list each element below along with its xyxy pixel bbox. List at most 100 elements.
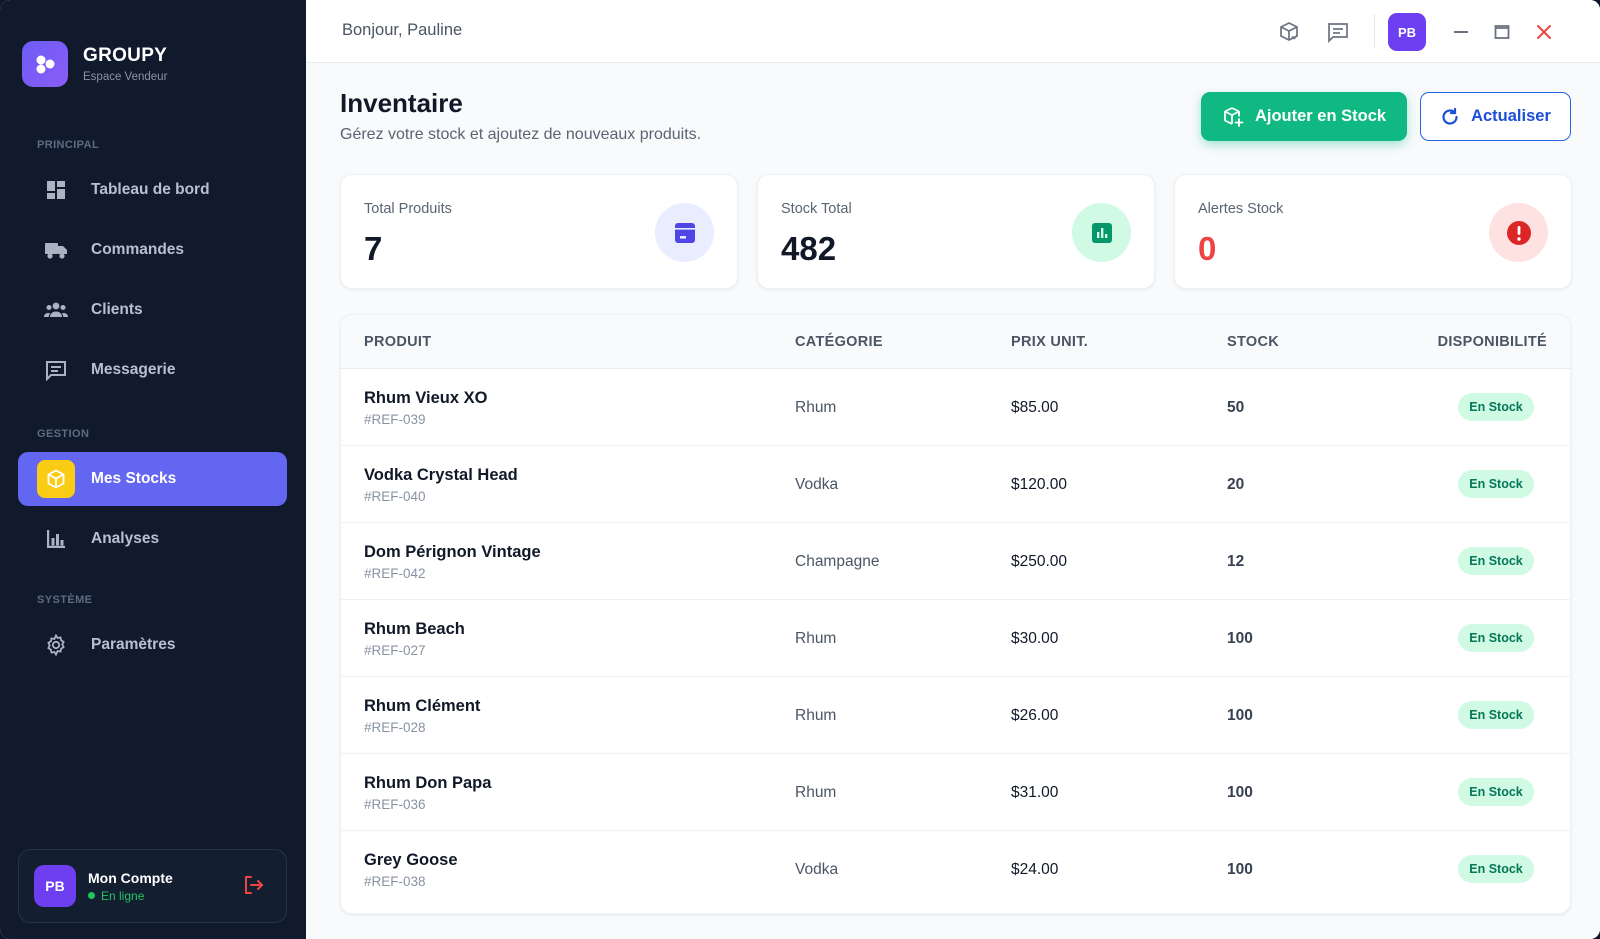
table-row[interactable]: Rhum Clément #REF-028 Rhum $26.00 100 En… [341, 677, 1570, 754]
sidebar-item-orders[interactable]: Commandes [18, 223, 287, 277]
column-header-stock[interactable]: STOCK [1227, 334, 1279, 350]
refresh-button[interactable]: Actualiser [1420, 92, 1571, 141]
logout-icon[interactable] [242, 874, 266, 898]
column-header-price[interactable]: PRIX UNIT. [1011, 334, 1089, 350]
column-header-availability[interactable]: DISPONIBILITÉ [1437, 334, 1547, 350]
dashboard-icon [37, 171, 75, 209]
table-row[interactable]: Rhum Vieux XO #REF-039 Rhum $85.00 50 En… [341, 369, 1570, 446]
status-badge: En Stock [1458, 470, 1534, 498]
stat-label: Alertes Stock [1198, 201, 1284, 217]
maximize-icon[interactable] [1489, 19, 1515, 45]
topbar-divider [1374, 14, 1375, 48]
product-price: $250.00 [1011, 553, 1068, 570]
alert-icon [1489, 203, 1548, 262]
product-stock: 100 [1227, 630, 1253, 647]
brand: GROUPY Espace Vendeur [22, 41, 167, 87]
stat-card-total-products: Total Produits 7 [340, 174, 738, 289]
product-stock: 12 [1227, 553, 1245, 570]
stat-label: Stock Total [781, 201, 852, 217]
sidebar-item-label: Commandes [91, 241, 185, 258]
table-row[interactable]: Grey Goose #REF-038 Vodka $24.00 100 En … [341, 831, 1570, 908]
stat-label: Total Produits [364, 201, 452, 217]
table-header: PRODUIT CATÉGORIE PRIX UNIT. STOCK DISPO… [341, 315, 1570, 369]
package-check-icon[interactable] [1276, 19, 1302, 45]
account-name: Mon Compte [88, 869, 173, 886]
sidebar: GROUPY Espace Vendeur PRINCIPAL Tableau … [0, 0, 306, 939]
sidebar-item-messages[interactable]: Messagerie [18, 343, 287, 397]
sidebar-item-dashboard[interactable]: Tableau de bord [18, 163, 287, 217]
product-price: $24.00 [1011, 861, 1059, 878]
status-badge: En Stock [1458, 701, 1534, 729]
table-row[interactable]: Rhum Beach #REF-027 Rhum $30.00 100 En S… [341, 600, 1570, 677]
product-name: Rhum Don Papa [364, 774, 492, 792]
brand-name: GROUPY [83, 45, 168, 66]
close-icon[interactable] [1531, 19, 1557, 45]
column-header-product[interactable]: PRODUIT [364, 334, 432, 350]
topbar: Bonjour, Pauline PB [306, 0, 1600, 63]
add-stock-button[interactable]: Ajouter en Stock [1201, 92, 1407, 141]
product-name: Vodka Crystal Head [364, 466, 518, 484]
main-content: Bonjour, Pauline PB Inventaire Gérez vot… [306, 0, 1600, 939]
chat-icon[interactable] [1325, 19, 1351, 45]
sidebar-item-label: Messagerie [91, 361, 176, 378]
product-category: Rhum [795, 707, 837, 724]
stat-card-stock-alerts: Alertes Stock 0 [1174, 174, 1572, 289]
page-title: Inventaire [340, 88, 463, 118]
status-badge: En Stock [1458, 547, 1534, 575]
product-ref: #REF-027 [364, 643, 426, 658]
table-row[interactable]: Vodka Crystal Head #REF-040 Vodka $120.0… [341, 446, 1570, 523]
product-category: Champagne [795, 553, 880, 570]
truck-icon [37, 231, 75, 269]
status-badge: En Stock [1458, 393, 1534, 421]
message-icon [37, 351, 75, 389]
section-label-gestion: GESTION [37, 428, 90, 440]
inventory-table: PRODUIT CATÉGORIE PRIX UNIT. STOCK DISPO… [340, 314, 1571, 914]
section-label-principal: PRINCIPAL [37, 139, 100, 151]
sidebar-item-clients[interactable]: Clients [18, 283, 287, 337]
online-dot-icon [88, 892, 95, 899]
product-stock: 50 [1227, 399, 1245, 416]
bar-chart-icon [37, 520, 75, 558]
product-name: Dom Pérignon Vintage [364, 543, 541, 561]
sidebar-item-analytics[interactable]: Analyses [18, 512, 287, 566]
product-category: Rhum [795, 399, 837, 416]
product-name: Rhum Clément [364, 697, 481, 715]
brand-subtitle: Espace Vendeur [83, 71, 168, 83]
sidebar-item-label: Clients [91, 301, 143, 318]
stat-value: 0 [1198, 230, 1217, 267]
people-icon [37, 291, 75, 329]
archive-icon [655, 203, 714, 262]
product-ref: #REF-028 [364, 720, 426, 735]
product-stock: 100 [1227, 784, 1253, 801]
user-avatar[interactable]: PB [1388, 13, 1426, 51]
account-card[interactable]: PB Mon Compte En ligne [18, 849, 287, 923]
avatar: PB [34, 865, 76, 907]
table-row[interactable]: Dom Pérignon Vintage #REF-042 Champagne … [341, 523, 1570, 600]
product-ref: #REF-038 [364, 874, 426, 889]
chart-icon [1072, 203, 1131, 262]
brand-logo-icon [22, 41, 68, 87]
product-category: Rhum [795, 784, 837, 801]
column-header-category[interactable]: CATÉGORIE [795, 334, 883, 350]
status-badge: En Stock [1458, 778, 1534, 806]
box-icon [37, 460, 75, 498]
product-price: $26.00 [1011, 707, 1059, 724]
product-name: Rhum Vieux XO [364, 389, 488, 407]
product-ref: #REF-040 [364, 489, 426, 504]
sidebar-item-label: Tableau de bord [91, 181, 210, 198]
section-label-systeme: SYSTÈME [37, 594, 93, 606]
product-name: Rhum Beach [364, 620, 465, 638]
product-price: $31.00 [1011, 784, 1059, 801]
product-stock: 100 [1227, 707, 1253, 724]
package-plus-icon [1224, 106, 1244, 127]
sidebar-item-label: Analyses [91, 530, 160, 547]
sidebar-item-settings[interactable]: Paramètres [18, 618, 287, 672]
minimize-icon[interactable] [1448, 19, 1474, 45]
table-row[interactable]: Rhum Don Papa #REF-036 Rhum $31.00 100 E… [341, 754, 1570, 831]
product-stock: 20 [1227, 476, 1245, 493]
product-stock: 100 [1227, 861, 1253, 878]
stat-value: 7 [364, 230, 383, 267]
sidebar-item-stocks[interactable]: Mes Stocks [18, 452, 287, 506]
sidebar-item-label: Mes Stocks [91, 470, 177, 487]
